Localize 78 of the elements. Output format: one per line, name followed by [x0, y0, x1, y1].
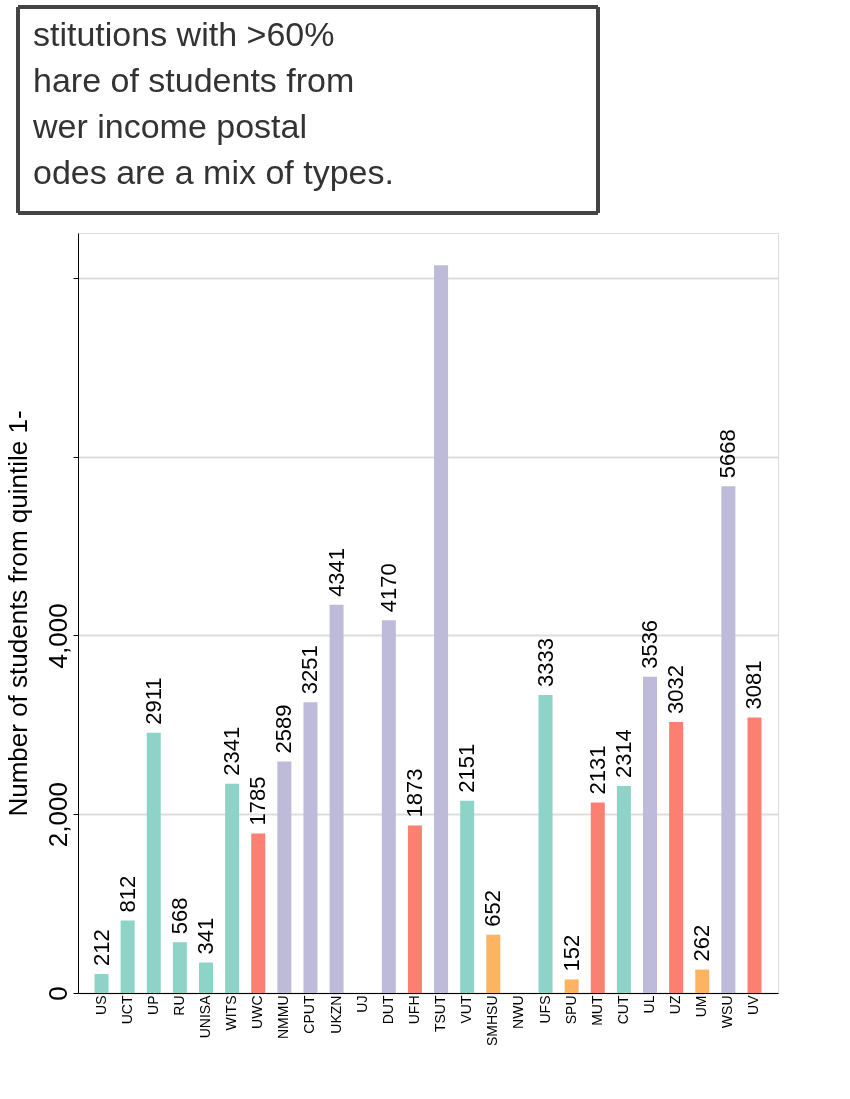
- data-label: 152: [558, 934, 584, 972]
- bar: [564, 979, 579, 993]
- bar: [616, 786, 631, 993]
- data-label: 1785: [245, 776, 271, 826]
- bar: [329, 604, 344, 993]
- bar: [198, 962, 213, 993]
- x-tick-label: UV: [745, 994, 762, 1015]
- data-label: 2131: [584, 745, 610, 795]
- x-tick-label: SPU: [562, 995, 579, 1025]
- bar: [94, 974, 109, 993]
- bar: [486, 934, 501, 993]
- x-tick-label: NWU: [510, 995, 527, 1029]
- bar: [277, 761, 292, 993]
- data-label: 262: [689, 924, 715, 962]
- bar: [225, 783, 240, 993]
- x-tick-label: NMMU: [275, 995, 292, 1040]
- data-label: 652: [480, 889, 506, 927]
- data-label: 5668: [715, 429, 741, 479]
- x-tick-label: UWC: [249, 995, 266, 1029]
- bar: [721, 486, 736, 993]
- x-tick-label: UKZN: [327, 995, 344, 1034]
- x-tick-label: MUT: [588, 995, 605, 1026]
- data-label: 3333: [532, 638, 558, 687]
- data-label: 4170: [375, 563, 401, 613]
- bar: [460, 800, 475, 993]
- data-label: 2314: [610, 729, 636, 779]
- bar: [172, 942, 187, 993]
- bar: [695, 969, 710, 993]
- y-tick-label: 2,000: [42, 782, 73, 848]
- x-tick-label: UNISA: [196, 994, 213, 1039]
- bar: [643, 676, 658, 993]
- data-label: 212: [88, 929, 114, 967]
- data-label: 2911: [140, 677, 166, 725]
- data-label: 812: [114, 875, 140, 913]
- x-tick-label: WITS: [223, 995, 240, 1031]
- x-tick-label: CUT: [614, 995, 631, 1025]
- data-label: 3536: [637, 619, 663, 669]
- x-tick-label: SMHSU: [484, 995, 501, 1047]
- x-tick-label: UJ: [353, 995, 370, 1013]
- bar: [747, 717, 762, 993]
- x-tick-label: WSU: [719, 995, 736, 1029]
- bar: [303, 702, 318, 993]
- data-label: 3251: [297, 645, 323, 695]
- data-label: 3081: [741, 660, 767, 710]
- x-tick-label: TSUT: [432, 995, 449, 1033]
- bar: [120, 920, 135, 993]
- bar: [538, 694, 553, 993]
- data-label: 2589: [271, 704, 297, 754]
- y-tick-label: 4,000: [42, 603, 73, 669]
- x-tick-label: UFS: [536, 995, 553, 1024]
- data-label: 3032: [663, 664, 689, 714]
- text: stitutions with >60% hare of students from wer income postal odes are a mix of types.: [32, 15, 394, 191]
- bar: [146, 732, 161, 993]
- bar: [669, 721, 684, 993]
- y-axis-title: Number of students from quintile 1-: [2, 410, 33, 817]
- bar: [381, 620, 396, 993]
- x-tick-label: RU: [170, 995, 187, 1016]
- bar: [434, 265, 449, 993]
- x-tick-label: UL: [641, 995, 658, 1014]
- x-tick-label: UP: [144, 995, 161, 1015]
- bar: [251, 833, 266, 993]
- data-label: 1873: [401, 768, 427, 818]
- x-tick-label: VUT: [458, 995, 475, 1024]
- data-label: 341: [192, 917, 218, 955]
- x-tick-label: US: [92, 995, 109, 1015]
- x-tick-label: UZ: [667, 995, 684, 1015]
- x-tick-label: CPUT: [301, 995, 318, 1034]
- x-tick-label: DUT: [379, 995, 396, 1025]
- data-label: 2151: [454, 743, 480, 793]
- data-label: 4341: [323, 547, 349, 597]
- data-label: 2341: [219, 726, 245, 776]
- data-label: 568: [166, 897, 192, 935]
- x-tick-label: UM: [693, 995, 710, 1018]
- y-tick-label: 0: [42, 986, 73, 1001]
- x-tick-label: UCT: [118, 995, 135, 1025]
- bar: [590, 802, 605, 993]
- bar: [407, 825, 422, 993]
- x-tick-label: UFH: [405, 995, 422, 1025]
